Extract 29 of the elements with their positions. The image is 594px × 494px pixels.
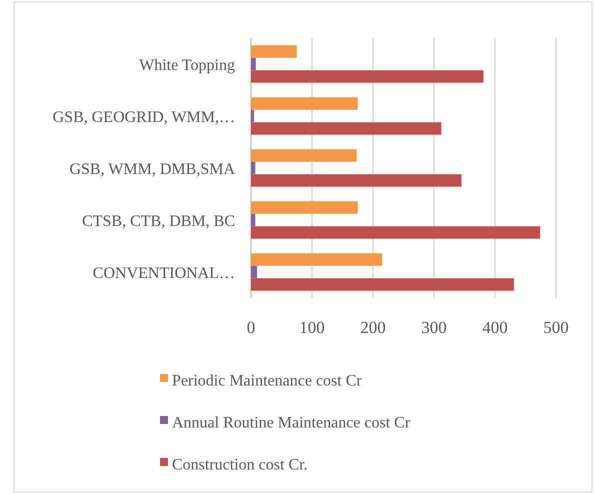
x-tick-label: 500: [543, 318, 569, 337]
bar: [251, 174, 462, 187]
y-tick-label: GSB, WMM, DMB,SMA: [69, 161, 236, 178]
x-tick-label: 200: [360, 318, 386, 337]
bar: [251, 122, 442, 135]
bar: [251, 97, 358, 110]
y-tick-label: CTSB, CTB, DBM, BC: [82, 213, 235, 230]
bar: [251, 162, 256, 174]
x-tick-label: 400: [482, 318, 508, 337]
bar: [251, 58, 256, 70]
legend-label: Annual Routine Maintenance cost Cr: [172, 414, 411, 432]
legend-label: Construction cost Cr.: [172, 456, 308, 474]
bar: [251, 70, 484, 83]
legend-label: Periodic Maintenance cost Cr: [172, 372, 362, 390]
x-tick-label: 100: [299, 318, 325, 337]
bar: [251, 214, 256, 226]
y-tick-label: White Topping: [139, 57, 235, 74]
y-tick-label: CONVENTIONAL…: [92, 265, 235, 282]
x-tick-label: 0: [246, 318, 256, 337]
bar: [251, 266, 258, 278]
bar: [251, 149, 357, 162]
bar: [251, 253, 382, 266]
bar: [251, 278, 514, 291]
y-tick-label: GSB, GEOGRID, WMM,…: [52, 109, 235, 126]
bar: [251, 110, 254, 122]
x-tick-label: 300: [421, 318, 447, 337]
bar: [251, 226, 540, 239]
bar: [251, 201, 358, 214]
bar: [251, 45, 297, 58]
